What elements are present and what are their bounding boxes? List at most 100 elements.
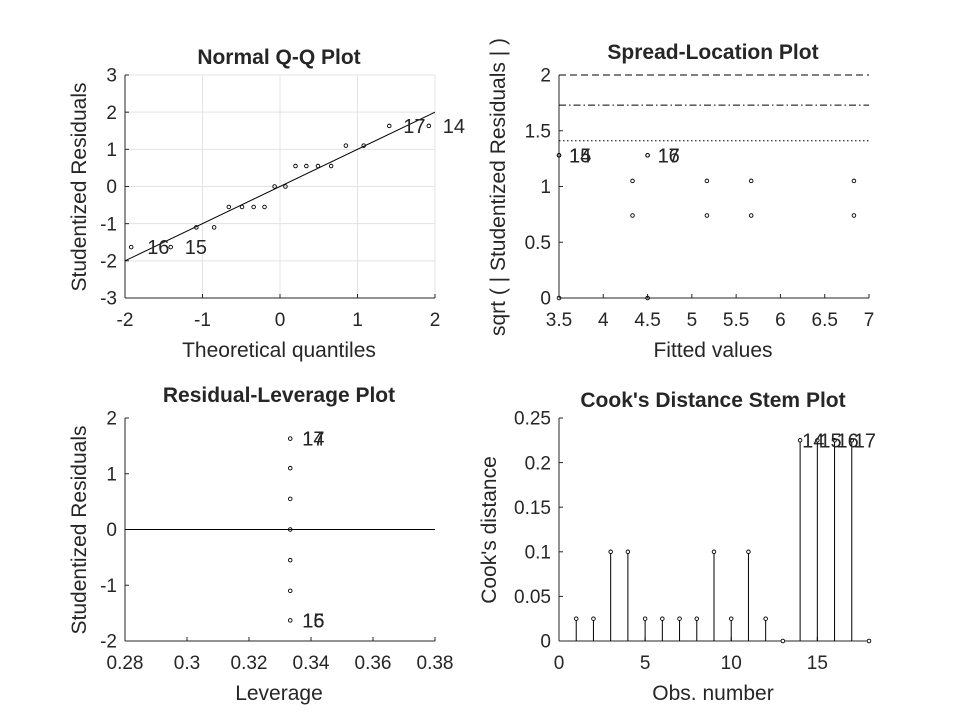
spread-location-xlabel: Fitted values <box>653 339 772 362</box>
spread-location-ylabel: sqrt ( | Studentized Residuals | ) <box>487 38 510 336</box>
spread-location-point <box>556 295 562 301</box>
residual-leverage-y-tick-label: 1 <box>106 464 117 485</box>
cooks-distance-stem-marker <box>866 638 872 644</box>
residual-leverage-x-tick-label: 0.3 <box>174 653 200 674</box>
cooks-distance-y-tick-label: 0.2 <box>525 453 551 474</box>
spread-location-x-tick-label: 4.5 <box>634 310 660 331</box>
residual-leverage-point <box>287 618 293 623</box>
cooks-distance-x-tick-label: 10 <box>721 653 742 674</box>
qq-plot-point <box>315 163 321 169</box>
qq-plot-y-tick-label: -3 <box>100 289 117 310</box>
qq-plot-point <box>272 184 277 189</box>
qq-plot-xlabel: Theoretical quantiles <box>182 339 376 362</box>
residual-leverage-xlabel: Leverage <box>235 682 323 705</box>
spread-location-point <box>851 178 857 184</box>
spread-location-point <box>556 153 562 158</box>
cooks-distance-title: Cook's Distance Stem Plot <box>580 389 845 412</box>
qq-plot-y-tick-label: 3 <box>106 66 117 87</box>
spread-location-point <box>748 213 754 218</box>
qq-plot-point <box>283 184 288 189</box>
qq-plot-y-tick-label: 2 <box>106 103 117 124</box>
qq-plot-point <box>361 143 366 148</box>
qq-plot-point <box>251 204 256 210</box>
spread-location-point <box>645 295 650 301</box>
cooks-distance-x-tick-label: 15 <box>807 653 828 674</box>
qq-plot-x-tick-label: -2 <box>117 310 134 331</box>
spread-location-point <box>748 178 754 184</box>
qq-plot-point <box>328 163 334 169</box>
qq-plot-x-tick-label: 1 <box>352 310 363 331</box>
cooks-distance-data-label: 14 <box>802 430 824 452</box>
qq-plot-ylabel: Studentized Residuals <box>68 83 91 292</box>
qq-plot-y-tick-label: 0 <box>106 177 117 198</box>
spread-location-data-label: 15 <box>569 145 591 167</box>
cooks-distance-stem-marker <box>746 549 751 555</box>
residual-leverage-y-tick-label: 0 <box>106 520 117 541</box>
spread-location-data-label: 17 <box>658 145 680 167</box>
cooks-distance-ylabel: Cook's distance <box>478 456 501 604</box>
residual-leverage-ylabel: Studentized Residuals <box>68 426 91 635</box>
qq-plot-data-label: 15 <box>185 237 207 259</box>
cooks-distance-stem-marker <box>573 616 579 621</box>
cooks-distance-xlabel: Obs. number <box>652 682 773 705</box>
qq-plot-point <box>239 204 245 210</box>
residual-leverage-data-label: 17 <box>302 429 324 451</box>
cooks-distance-y-tick-label: 0.1 <box>525 542 551 563</box>
residual-leverage-panel: Residual-Leverage Plot Leverage Studenti… <box>68 384 453 705</box>
qq-plot-panel: Normal Q-Q Plot Theoretical quantiles St… <box>68 46 465 362</box>
qq-plot-point <box>293 163 298 169</box>
spread-location-y-tick-label: 1 <box>540 177 551 198</box>
cooks-distance-stem-marker <box>694 616 700 621</box>
cooks-distance-stem-marker <box>591 616 596 621</box>
residual-leverage-data-label: 15 <box>302 610 324 632</box>
cooks-distance-panel: Cook's Distance Stem Plot Obs. number Co… <box>478 389 876 705</box>
spread-location-point <box>704 178 710 184</box>
cooks-distance-stem-marker <box>608 549 613 555</box>
residual-leverage-point <box>287 557 293 563</box>
residual-leverage-point <box>287 465 293 471</box>
residual-leverage-point <box>287 496 293 502</box>
qq-plot-reference-line <box>124 111 436 262</box>
spread-location-panel: Spread-Location Plot Fitted values sqrt … <box>487 38 874 362</box>
qq-plot-x-tick-label: 2 <box>430 310 441 331</box>
qq-plot-point <box>304 163 309 169</box>
qq-plot-data-label: 14 <box>443 116 465 138</box>
cooks-distance-stem-marker <box>780 638 786 644</box>
cooks-distance-y-tick-label: 0.05 <box>514 587 551 608</box>
cooks-distance-y-tick-label: 0.25 <box>514 409 551 430</box>
cooks-distance-stem-marker <box>711 549 717 555</box>
residual-leverage-y-tick-label: -2 <box>100 632 117 653</box>
qq-plot-point <box>168 244 173 250</box>
residual-leverage-point <box>287 527 293 532</box>
residual-leverage-title: Residual-Leverage Plot <box>163 384 395 407</box>
qq-plot-x-tick-label: -1 <box>194 310 211 331</box>
cooks-distance-data-label: 15 <box>819 430 841 452</box>
cooks-distance-stem-marker <box>832 438 837 443</box>
qq-plot-point <box>128 244 134 250</box>
qq-plot-title: Normal Q-Q Plot <box>197 46 360 69</box>
cooks-distance-stem-marker <box>660 616 665 621</box>
spread-location-y-tick-label: 0.5 <box>525 233 551 254</box>
cooks-distance-data-label: 17 <box>854 430 876 452</box>
cooks-distance-stem-marker <box>815 438 820 443</box>
qq-plot-point <box>262 204 267 210</box>
qq-plot-point <box>387 123 392 129</box>
residual-leverage-data-label: 14 <box>302 429 324 451</box>
qq-plot-y-tick-label: 1 <box>106 140 117 161</box>
cooks-distance-x-tick-label: 0 <box>554 653 565 674</box>
cooks-distance-y-tick-label: 0 <box>540 632 551 653</box>
spread-location-y-tick-label: 0 <box>540 289 551 310</box>
qq-plot-point <box>343 143 349 148</box>
qq-plot-point <box>194 225 199 230</box>
spread-location-data-label: 16 <box>658 145 680 167</box>
spread-location-point <box>851 213 857 218</box>
qq-plot-point <box>211 225 217 230</box>
spread-location-x-tick-label: 5.5 <box>723 310 749 331</box>
spread-location-x-tick-label: 6.5 <box>812 310 838 331</box>
spread-location-point <box>704 213 710 218</box>
residual-leverage-x-tick-label: 0.36 <box>355 653 392 674</box>
spread-location-x-tick-label: 4 <box>598 310 609 331</box>
